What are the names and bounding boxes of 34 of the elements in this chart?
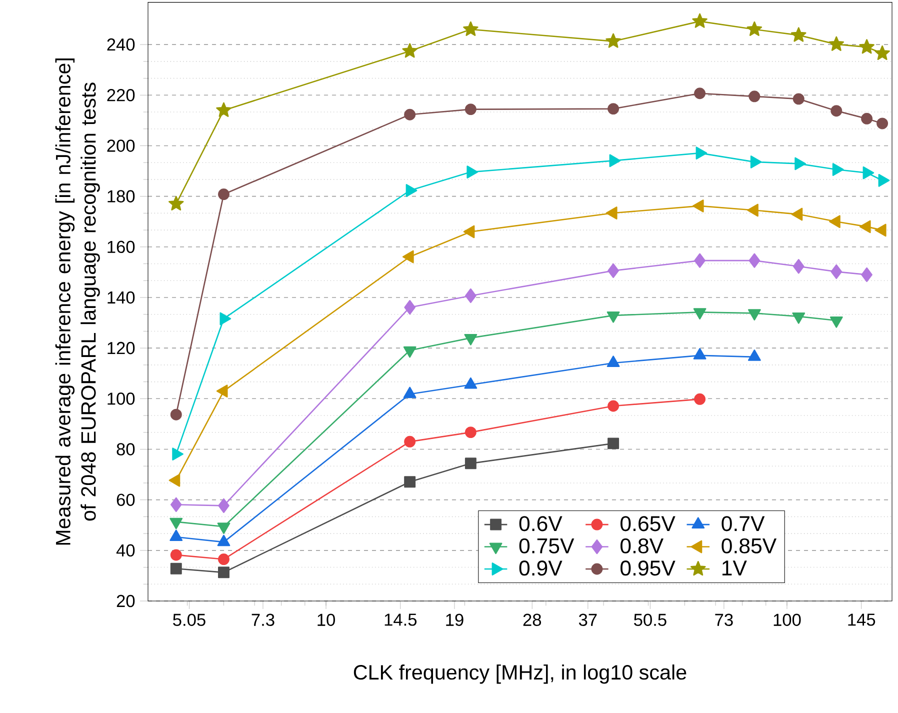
x-tick-label: 145 <box>848 614 876 626</box>
y-tick-label: 80 <box>116 443 135 456</box>
x-axis-title: CLK frequency [MHz], in log10 scale <box>354 664 686 684</box>
y-tick-label: 160 <box>108 240 135 254</box>
y-tick-label: 180 <box>108 190 135 202</box>
legend-label: 0.7V <box>722 516 765 532</box>
y-tick-label: 240 <box>107 38 135 51</box>
x-tick-label: 10 <box>318 614 335 626</box>
x-tick-label: 19 <box>446 614 464 626</box>
y-axis-title: Measured average inference energy [in nJ/inference] of 2048 EUROPARL language recognition tests <box>55 58 100 545</box>
y-tick-label: 20 <box>116 594 135 608</box>
y-tick-label: 220 <box>107 89 135 102</box>
legend-label: 0.85V <box>722 538 777 554</box>
y-tick-label: 60 <box>116 494 135 506</box>
y-tick-label: 200 <box>107 140 135 152</box>
x-tick-label: 28 <box>523 614 542 626</box>
x-tick-label: 5.05 <box>173 614 206 626</box>
y-tick-label: 40 <box>116 544 135 557</box>
x-tick-label: 37 <box>578 614 597 626</box>
x-tick-label: 50.5 <box>634 614 666 626</box>
x-tick-label: 14.5 <box>384 614 417 626</box>
y-tick-label: 140 <box>108 291 135 304</box>
legend-label: 0.9V <box>519 560 562 576</box>
x-tick-label: 7.3 <box>252 614 274 626</box>
legend-label: 0.8V <box>620 538 664 554</box>
legend-label: 0.75V <box>519 538 574 554</box>
legend-label: 0.6V <box>519 516 562 532</box>
x-tick-label: 73 <box>715 614 733 626</box>
y-tick-label: 120 <box>108 342 135 354</box>
legend-label: 1V <box>722 560 747 576</box>
x-tick-label: 100 <box>774 614 801 626</box>
y-tick-label: 100 <box>108 392 135 405</box>
legend-label: 0.65V <box>620 516 676 532</box>
legend-label: 0.95V <box>620 560 676 576</box>
